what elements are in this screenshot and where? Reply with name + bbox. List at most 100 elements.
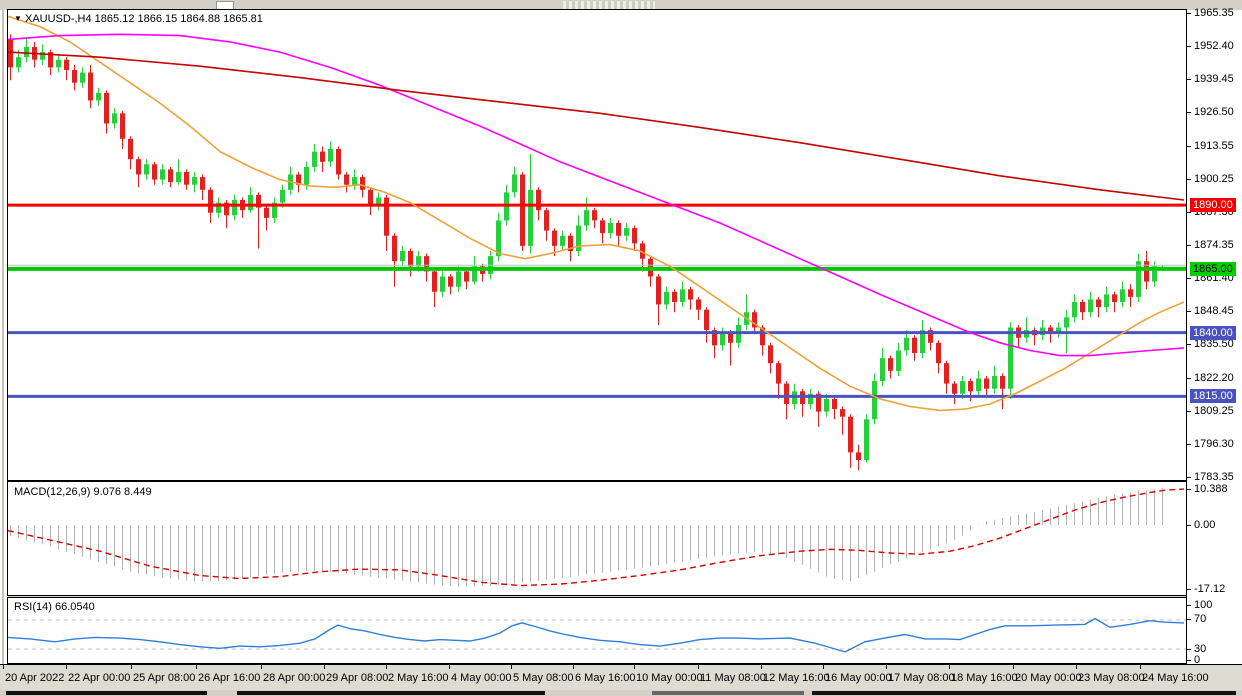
time-tick [949, 665, 950, 669]
time-tick [386, 665, 387, 669]
price-tick-label: 1822.20 [1194, 372, 1234, 384]
price-tick [1187, 112, 1191, 113]
macd-indicator-label: MACD(12,26,9) 9.076 8.449 [14, 486, 152, 498]
time-tick-label: 24 May 16:00 [1142, 672, 1209, 684]
toolbar-grip[interactable] [563, 1, 655, 9]
price-tick [1187, 344, 1191, 345]
price-tick [1187, 79, 1191, 80]
price-tick-label: 1952.40 [1194, 40, 1234, 52]
price-line-badge: 1890.00 [1190, 198, 1236, 212]
rsi-tick-label: 30 [1194, 643, 1207, 655]
time-tick [761, 665, 762, 669]
macd-tick-label: 10.388 [1194, 483, 1228, 495]
time-tick [1140, 665, 1141, 669]
time-tick [66, 665, 67, 669]
price-tick [1187, 46, 1191, 47]
time-tick-label: 10 May 00:00 [636, 672, 703, 684]
macd-panel-canvas[interactable] [7, 481, 1187, 596]
price-tick-label: 1913.55 [1194, 140, 1234, 152]
time-tick [634, 665, 635, 669]
ohlc-quote-label: 1865.12 1866.15 1864.88 1865.81 [94, 13, 263, 25]
price-tick [1187, 477, 1191, 478]
price-line-badge: 1840.00 [1190, 326, 1236, 340]
bottom-border-segment [237, 691, 545, 695]
price-axis[interactable]: 1965.35 1952.40 1939.45 1926.50 1913.55 1900.… [1186, 7, 1242, 666]
time-tick [511, 665, 512, 669]
price-tick-label: 1926.50 [1194, 106, 1234, 118]
rsi-tick-label: 100 [1194, 599, 1213, 611]
time-tick [131, 665, 132, 669]
time-tick-label: 26 Apr 16:00 [198, 672, 261, 684]
price-tick [1187, 378, 1191, 379]
time-tick-label: 25 Apr 08:00 [133, 672, 196, 684]
macd-tick [1187, 489, 1191, 490]
time-tick-label: 20 Apr 2022 [5, 672, 65, 684]
rsi-tick-label: 70 [1194, 613, 1207, 625]
price-tick [1187, 245, 1191, 246]
time-tick [324, 665, 325, 669]
price-tick [1187, 411, 1191, 412]
time-tick [261, 665, 262, 669]
time-tick-label: 23 May 08:00 [1078, 672, 1145, 684]
price-tick [1187, 311, 1191, 312]
time-tick-label: 29 Apr 08:00 [326, 672, 389, 684]
symbol-period-label: XAUUSD-,H4 [24, 13, 92, 25]
time-tick-label: 5 May 08:00 [513, 672, 574, 684]
time-tick [196, 665, 197, 669]
window-bottom-chrome [0, 690, 1242, 696]
rsi-tick-label: 0 [1194, 654, 1201, 666]
price-tick-label: 1809.25 [1194, 405, 1234, 417]
time-tick-label: 18 May 16:00 [951, 672, 1018, 684]
rsi-tick [1187, 619, 1191, 620]
price-line-badge: 1865.00 [1190, 262, 1236, 276]
price-line-badge: 1815.00 [1190, 389, 1236, 403]
price-tick-label: 1900.25 [1194, 173, 1234, 185]
rsi-tick [1187, 649, 1191, 650]
time-axis[interactable]: 20 Apr 2022 22 Apr 00:00 25 Apr 08:00 26 Ap… [0, 664, 1242, 691]
price-tick-label: 1965.35 [1194, 7, 1234, 19]
time-tick [698, 665, 699, 669]
bottom-border-segment [6, 691, 207, 695]
time-tick-label: 11 May 08:00 [700, 672, 766, 684]
time-tick-label: 6 May 16:00 [575, 672, 636, 684]
price-tick [1187, 179, 1191, 180]
macd-tick [1187, 589, 1191, 590]
macd-tick-label: 0.00 [1194, 519, 1216, 531]
price-tick [1187, 278, 1191, 279]
time-tick-label: 4 May 00:00 [451, 672, 512, 684]
bottom-border-segment [652, 691, 804, 695]
price-tick-label: 1783.35 [1194, 471, 1234, 483]
chart-title: ▼ XAUUSD-,H4 1865.12 1866.15 1864.88 186… [14, 13, 263, 25]
time-tick-label: 16 May 00:00 [825, 672, 892, 684]
time-tick-label: 2 May 16:00 [388, 672, 449, 684]
time-tick [886, 665, 887, 669]
macd-tick [1187, 525, 1191, 526]
rsi-indicator-label: RSI(14) 66.0540 [14, 601, 95, 613]
time-tick-label: 22 Apr 00:00 [68, 672, 131, 684]
price-tick-label: 1939.45 [1194, 73, 1234, 85]
time-tick-label: 17 May 08:00 [888, 672, 955, 684]
bottom-border-segment [812, 691, 1236, 695]
price-tick-label: 1835.50 [1194, 338, 1234, 350]
symbol-dropdown-icon[interactable]: ▼ [14, 14, 22, 23]
macd-tick-label: -17.12 [1194, 583, 1226, 595]
time-tick [1013, 665, 1014, 669]
price-tick-label: 1874.35 [1194, 239, 1234, 251]
price-tick [1187, 13, 1191, 14]
time-tick-label: 20 May 00:00 [1015, 672, 1082, 684]
price-tick-label: 1848.45 [1194, 305, 1234, 317]
time-tick [573, 665, 574, 669]
price-tick [1187, 212, 1191, 213]
rsi-tick [1187, 660, 1191, 661]
window-top-chrome [0, 0, 1242, 11]
price-tick [1187, 146, 1191, 147]
price-tick-label: 1796.30 [1194, 438, 1234, 450]
rsi-tick [1187, 605, 1191, 606]
time-tick [823, 665, 824, 669]
rsi-panel-canvas[interactable] [7, 597, 1187, 664]
time-tick [449, 665, 450, 669]
time-tick-label: 28 Apr 00:00 [263, 672, 326, 684]
time-tick-label: 12 May 16:00 [763, 672, 830, 684]
main-chart-canvas[interactable] [7, 9, 1187, 481]
